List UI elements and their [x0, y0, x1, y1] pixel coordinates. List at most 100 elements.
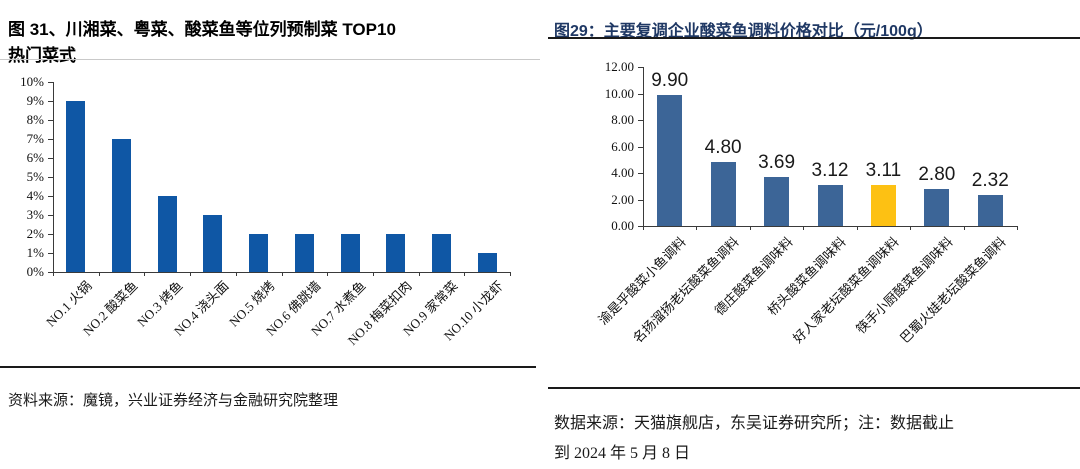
y-axis-tick	[48, 101, 53, 102]
right-source-line1: 数据来源：天猫旗舰店，东吴证券研究所；注：数据截止	[554, 415, 955, 432]
left-title-divider	[0, 59, 540, 60]
bar	[764, 177, 790, 226]
x-axis-tick	[235, 272, 237, 276]
y-axis-tick	[48, 253, 53, 254]
y-axis-tick	[638, 199, 643, 201]
x-axis-tick	[372, 272, 374, 276]
left-source-text: 资料来源：魔镜，兴业证券经济与金融研究院整理	[8, 393, 339, 409]
bar	[340, 234, 360, 272]
right-source-divider	[548, 387, 1080, 389]
right-chart-title: 图29：主要复调企业酸菜鱼调料价格对比（元/100g）	[554, 23, 933, 41]
x-axis-label: 渝是乎酸菜小鱼调料	[595, 234, 689, 328]
y-axis-label: 4%	[26, 188, 44, 203]
bar	[386, 234, 406, 272]
x-axis-tick	[464, 272, 466, 276]
y-axis-tick	[638, 120, 643, 121]
bar	[66, 101, 86, 272]
top10-dishes-bar-chart: 0% 1% 2% 3% 4% 5% 6% 7% 8% 9% 10% NO.1 火锅 NO.2 酸菜鱼 NO…	[0, 62, 540, 364]
left-chart-title-line1: 图 31、川湘菜、粤菜、酸菜鱼等位列预制菜 TOP10	[8, 20, 396, 40]
y-axis-label: 8%	[26, 112, 44, 127]
right-source-line2: 到 2024 年 5 月 8 日	[554, 445, 691, 462]
x-axis-tick	[910, 226, 912, 230]
y-axis-line	[643, 67, 644, 226]
bar	[112, 139, 132, 272]
x-axis-tick	[53, 272, 54, 276]
bar	[710, 162, 736, 226]
right-chart-panel: 图29：主要复调企业酸菜鱼调料价格对比（元/100g） 0.00 2.00 4.00…	[540, 0, 1080, 462]
y-axis-label: 4.00	[611, 165, 634, 180]
left-chart-title: 图 31、川湘菜、粤菜、酸菜鱼等位列预制菜 TOP10 热门菜式	[8, 17, 526, 69]
x-axis-tick	[856, 226, 858, 230]
bar	[657, 94, 683, 226]
y-axis-label: 8.00	[611, 112, 634, 127]
left-chart-title-line2: 热门菜式	[8, 46, 76, 66]
value-label: 2.32	[971, 170, 1009, 192]
y-axis-label: 9%	[26, 93, 44, 108]
y-axis-label: 10%	[20, 74, 44, 89]
value-label: 2.80	[918, 163, 956, 185]
y-axis-tick	[48, 158, 53, 159]
y-axis-label: 2.00	[611, 191, 634, 207]
y-axis-label: 2%	[26, 226, 44, 241]
bar	[249, 234, 269, 272]
right-source-text: 数据来源：天猫旗舰店，东吴证券研究所；注：数据截止 到 2024 年 5 月 8…	[554, 409, 1072, 469]
value-label: 3.11	[865, 159, 902, 181]
price-comparison-bar-chart: 0.00 2.00 4.00 6.00 8.00 10.00 12.00 9.90 4.80 3.…	[540, 40, 1080, 385]
y-axis-label: 6%	[26, 150, 44, 165]
value-label: 4.80	[704, 137, 742, 159]
bar	[924, 188, 950, 226]
x-axis-tick	[327, 272, 329, 276]
y-axis-tick	[48, 120, 53, 121]
y-axis-tick	[638, 93, 643, 95]
bar	[977, 195, 1003, 226]
bar	[431, 234, 451, 272]
y-axis-label: 0%	[26, 264, 44, 279]
bar	[817, 184, 843, 226]
value-label: 3.69	[758, 152, 796, 174]
x-axis-tick	[643, 226, 644, 230]
y-axis-tick	[48, 82, 53, 83]
x-axis-tick	[696, 226, 698, 230]
x-axis-tick	[144, 272, 146, 276]
x-axis-line	[643, 226, 1018, 227]
bar	[294, 234, 314, 272]
y-axis-tick	[48, 234, 53, 235]
y-axis-label: 3%	[26, 207, 44, 222]
y-axis-tick	[48, 177, 53, 178]
x-axis-tick	[963, 226, 965, 230]
bar	[203, 215, 223, 272]
y-axis-tick	[48, 139, 53, 140]
x-axis-tick	[281, 272, 283, 276]
y-axis-tick	[638, 67, 643, 68]
left-source-divider	[0, 366, 536, 368]
y-axis-label: 1%	[26, 245, 44, 260]
x-axis-label: 筷手小厨酸菜鱼调味料	[853, 234, 956, 337]
y-axis-label: 5%	[26, 169, 44, 184]
x-axis-tick	[1017, 226, 1018, 230]
right-title-divider	[548, 37, 1080, 39]
x-axis-tick	[190, 272, 192, 276]
y-axis-label: 0.00	[611, 218, 634, 233]
y-axis-tick	[48, 215, 53, 216]
y-axis-label: 12.00	[604, 59, 634, 74]
left-chart-panel: 图 31、川湘菜、粤菜、酸菜鱼等位列预制菜 TOP10 热门菜式 0% 1% 2% 3…	[0, 0, 540, 453]
y-axis-tick	[48, 196, 53, 197]
y-axis-tick	[638, 146, 643, 148]
y-axis-label: 6.00	[611, 138, 634, 154]
value-label: 3.12	[811, 159, 849, 181]
y-axis-tick	[48, 272, 53, 273]
x-axis-tick	[749, 226, 751, 230]
x-axis-tick	[510, 272, 511, 276]
bar	[157, 196, 177, 272]
value-label: 9.90	[651, 69, 689, 91]
bar	[870, 184, 896, 226]
x-axis-tick	[803, 226, 805, 230]
y-axis-tick	[638, 173, 643, 174]
y-axis-label: 10.00	[604, 85, 634, 101]
bar	[477, 253, 497, 272]
x-axis-tick	[98, 272, 100, 276]
y-axis-tick	[638, 226, 643, 227]
y-axis-label: 7%	[26, 131, 44, 146]
x-axis-tick	[418, 272, 420, 276]
